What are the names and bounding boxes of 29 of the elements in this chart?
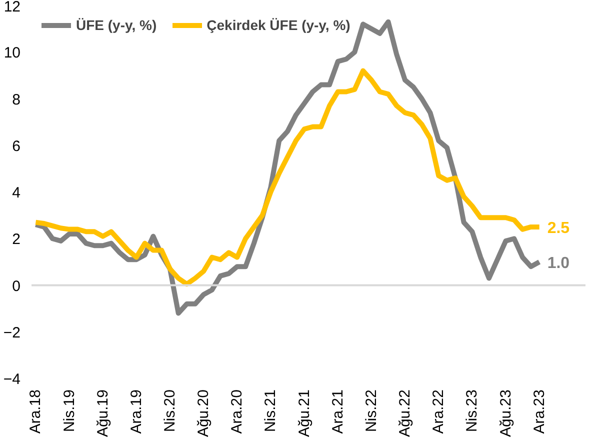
- data-label: 1.0: [547, 254, 570, 272]
- x-tick-label: Ara.23: [530, 389, 548, 434]
- y-tick-label: 12: [4, 0, 21, 16]
- x-tick-label: Ara.18: [27, 389, 44, 434]
- y-tick-label: 4: [12, 184, 20, 202]
- y-tick-label: −2: [3, 324, 21, 342]
- x-tick-label: Ara.22: [430, 389, 448, 434]
- y-tick-label: 8: [12, 91, 20, 108]
- x-tick-label: Nis.22: [362, 389, 380, 432]
- y-tick-label: −4: [3, 371, 21, 388]
- x-tick-label: Nis.20: [162, 389, 178, 432]
- y-tick-label: 0: [12, 278, 20, 295]
- x-tick-label: Nis.19: [60, 389, 78, 432]
- x-tick-label: Ağu.20: [195, 389, 212, 438]
- x-tick-label: Ara.21: [329, 389, 346, 434]
- x-tick-label: Ağu.22: [396, 389, 414, 438]
- x-tick-label: Nis.23: [464, 389, 481, 432]
- x-tick-label: Ara.20: [228, 389, 246, 434]
- x-tick-label: Nis.21: [262, 389, 280, 432]
- legend-label: Çekirdek ÜFE (y-y, %): [206, 17, 350, 33]
- y-tick-label: 10: [4, 44, 21, 62]
- legend-label: ÜFE (y-y, %): [76, 17, 157, 33]
- x-tick-label: Ağu.19: [94, 389, 112, 438]
- x-tick-label: Ağu.23: [497, 389, 514, 438]
- y-tick-label: 2: [12, 231, 20, 248]
- y-tick-label: 6: [12, 138, 20, 155]
- x-tick-label: Ağu.21: [296, 389, 313, 438]
- x-tick-label: Ara.19: [128, 389, 145, 434]
- data-label: 2.5: [547, 220, 570, 237]
